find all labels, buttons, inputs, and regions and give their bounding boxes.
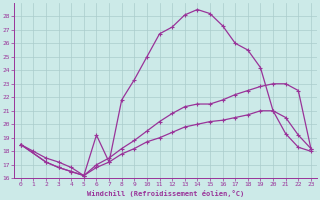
X-axis label: Windchill (Refroidissement éolien,°C): Windchill (Refroidissement éolien,°C)	[87, 190, 244, 197]
